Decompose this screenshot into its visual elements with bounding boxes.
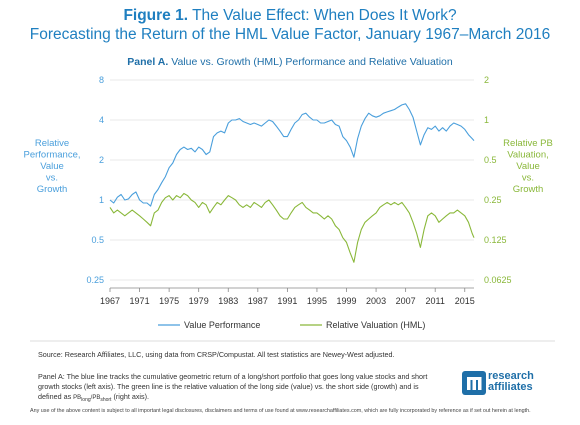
left-tick-label: 2 — [99, 155, 104, 165]
pb-ratio-formula: PBlong/PBshort — [73, 395, 112, 404]
disclaimer: Any use of the above content is subject … — [30, 408, 531, 414]
figure-title: Figure 1. The Value Effect: When Does It… — [0, 6, 580, 25]
panel-note-tail: (right axis). — [113, 392, 149, 401]
series-line-value-performance — [109, 103, 475, 207]
x-tick-label: 1999 — [336, 296, 356, 306]
panel-title: Panel A. Value vs. Growth (HML) Performa… — [0, 56, 580, 68]
right-axis-label-line: Relative PB — [503, 138, 553, 149]
right-axis-ticks: 0.0625 0.125 0.25 0.5 1 2 — [484, 75, 512, 285]
right-tick-label: 0.0625 — [484, 275, 512, 285]
left-axis-label-line: vs. — [46, 173, 58, 184]
left-tick-label: 4 — [99, 115, 104, 125]
x-tick-label: 1967 — [100, 296, 120, 306]
gridlines — [110, 79, 474, 281]
x-tick-label: 2007 — [396, 296, 416, 306]
left-axis-label-line: Relative — [35, 138, 69, 149]
x-axis-ticks: 1967 1971 1975 1979 1983 1987 1991 1995 1999 2003… — [100, 288, 475, 306]
x-tick-label: 2015 — [455, 296, 475, 306]
left-tick-label: 0.5 — [91, 235, 104, 245]
x-tick-label: 1991 — [277, 296, 297, 306]
x-tick-label: 1971 — [130, 296, 150, 306]
panel-note-text: Panel A: The blue line tracks the cumula… — [38, 372, 428, 401]
pb-numerator: PBlong — [73, 395, 91, 404]
source-note: Source: Research Affiliates, LLC, using … — [38, 350, 395, 359]
x-tick-label: 1987 — [248, 296, 268, 306]
figure-subtitle: Forecasting the Return of the HML Value … — [29, 26, 551, 43]
legend-label: Value Performance — [184, 320, 260, 330]
right-tick-label: 2 — [484, 75, 489, 85]
left-tick-label: 0.25 — [86, 275, 104, 285]
right-tick-label: 0.5 — [484, 155, 497, 165]
left-tick-label: 1 — [99, 195, 104, 205]
logo-mark-icon — [462, 371, 486, 395]
x-tick-label: 1995 — [307, 296, 327, 306]
x-tick-label: 1975 — [159, 296, 179, 306]
left-tick-label: 8 — [99, 75, 104, 85]
legend-label: Relative Valuation (HML) — [326, 320, 425, 330]
pb-denominator: PBshort — [92, 395, 112, 404]
right-tick-label: 1 — [484, 115, 489, 125]
legend: Value Performance Relative Valuation (HML… — [158, 320, 425, 330]
right-tick-label: 0.125 — [484, 235, 507, 245]
logo-text: research affiliates — [488, 370, 534, 393]
research-affiliates-logo: research affiliates — [462, 370, 572, 400]
series-lines — [109, 103, 475, 263]
right-axis-label-line: Growth — [513, 184, 544, 195]
x-tick-label: 2003 — [366, 296, 386, 306]
panel-note: Panel A: The blue line tracks the cumula… — [38, 372, 438, 405]
x-tick-label: 1983 — [218, 296, 238, 306]
right-axis-label-line: vs. — [522, 173, 534, 184]
panel-label: Panel A. — [127, 56, 169, 68]
left-axis-label-line: Growth — [37, 184, 68, 195]
right-tick-label: 0.25 — [484, 195, 502, 205]
figure-label: Figure 1. — [123, 7, 189, 24]
x-tick-label: 1979 — [189, 296, 209, 306]
right-axis-label-line: Valuation, — [507, 150, 549, 161]
right-axis-label-line: Value — [516, 161, 540, 172]
panel-title-text: Value vs. Growth (HML) Performance and R… — [171, 56, 453, 68]
left-axis-label-line: Performance, — [23, 150, 80, 161]
figure-title-text: The Value Effect: When Does It Work? — [192, 7, 457, 24]
chart: 0.25 0.5 1 2 4 8 0.0625 0.125 0.25 0.5 1 2 1967 197… — [23, 75, 555, 342]
left-axis-label-line: Value — [40, 161, 64, 172]
x-tick-label: 2011 — [426, 296, 445, 306]
left-axis-ticks: 0.25 0.5 1 2 4 8 — [86, 75, 104, 285]
series-line-relative-valuation — [109, 192, 475, 263]
